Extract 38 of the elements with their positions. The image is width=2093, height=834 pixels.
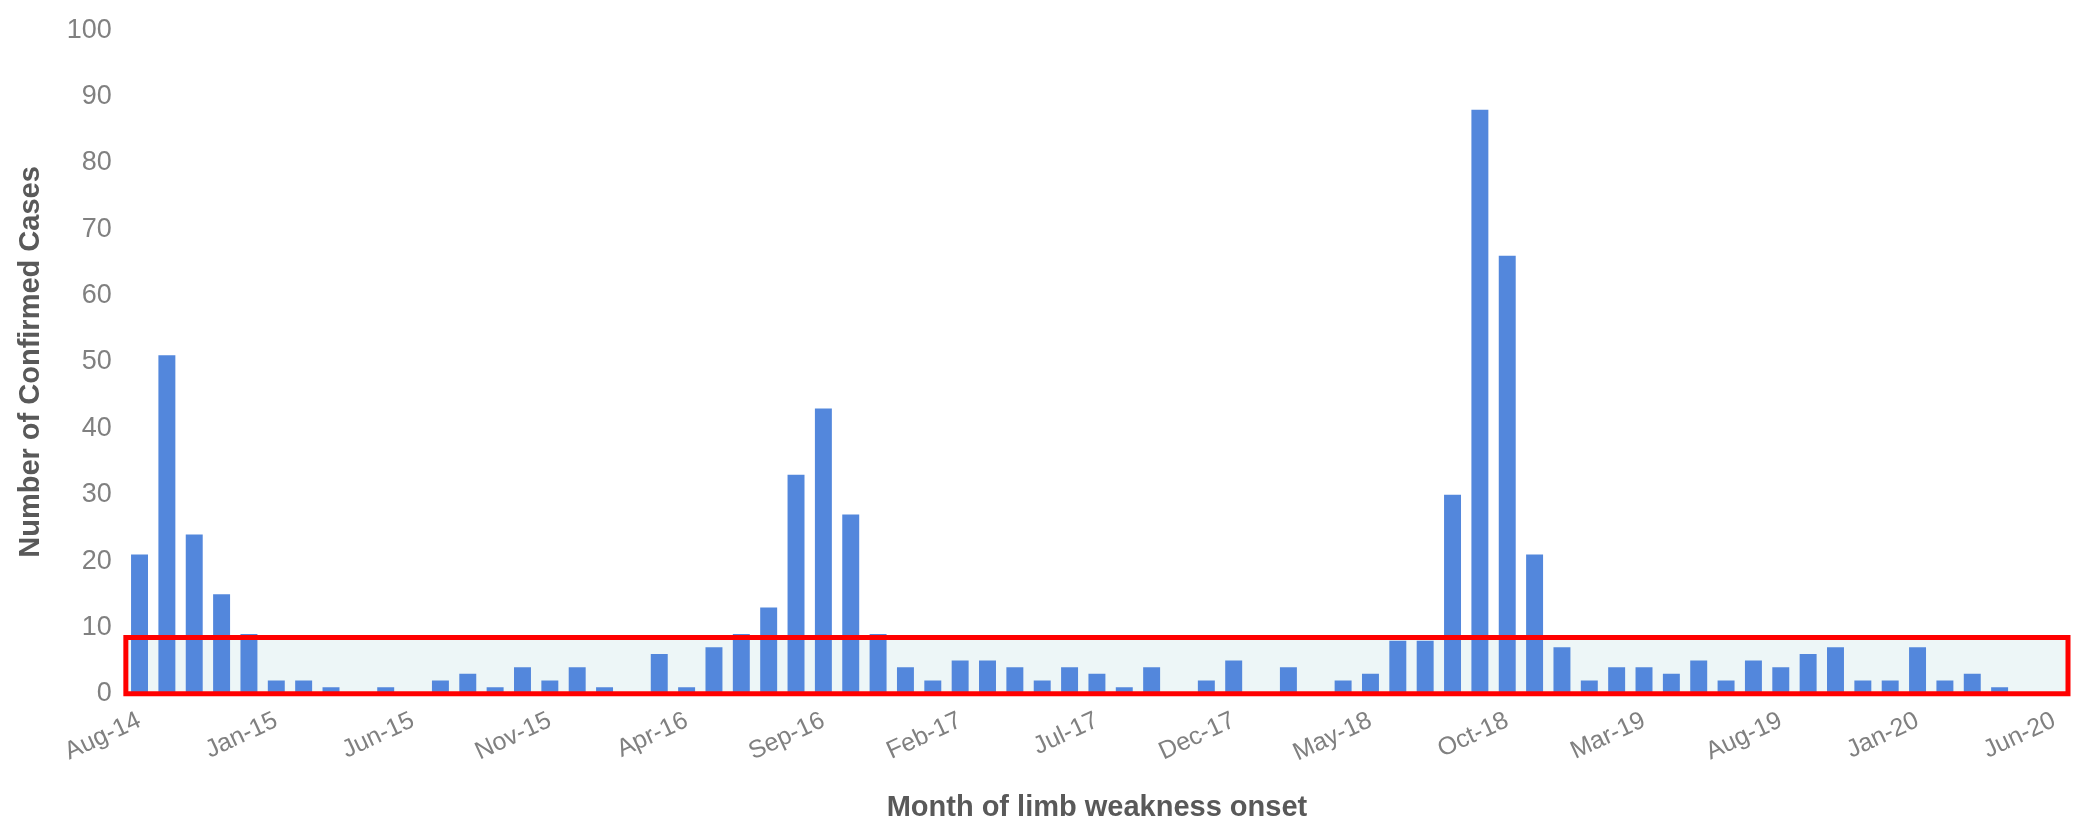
y-axis-title: Number of Confirmed Cases: [13, 166, 46, 558]
bar: [1744, 660, 1762, 694]
bar: [1799, 653, 1817, 694]
bar: [842, 514, 860, 694]
bar: [1690, 660, 1708, 694]
bar: [1827, 647, 1844, 694]
x-axis-title: Month of limb weakness onset: [886, 789, 1308, 822]
bar: [1416, 640, 1434, 694]
bar: [1444, 494, 1462, 694]
bar: [1909, 647, 1927, 694]
bar: [951, 660, 969, 694]
y-tick-label: 60: [81, 279, 112, 310]
y-tick-label: 40: [81, 411, 112, 442]
bar: [979, 660, 996, 694]
y-tick-label: 80: [81, 146, 112, 177]
y-tick-label: 100: [66, 13, 112, 44]
y-tick-label: 20: [81, 544, 112, 575]
bar: [213, 594, 231, 694]
bar: [131, 554, 149, 694]
bar: [705, 647, 723, 694]
bar: [1526, 554, 1544, 694]
y-tick-label: 90: [81, 80, 112, 111]
bar: [158, 355, 176, 694]
y-tick-label: 70: [81, 212, 112, 243]
bar: [760, 607, 778, 694]
bar: [1553, 647, 1571, 694]
bar: [787, 474, 805, 694]
y-tick-label: 10: [81, 610, 112, 641]
y-tick-label: 50: [81, 345, 112, 376]
bar: [650, 653, 668, 694]
y-tick-label: 0: [96, 677, 112, 708]
bar: [1471, 109, 1489, 694]
y-tick-label: 30: [81, 478, 112, 509]
bar: [1498, 255, 1516, 694]
bar: [814, 408, 832, 694]
bar: [1389, 640, 1407, 694]
bar: [1225, 660, 1243, 694]
bar: [185, 534, 203, 694]
